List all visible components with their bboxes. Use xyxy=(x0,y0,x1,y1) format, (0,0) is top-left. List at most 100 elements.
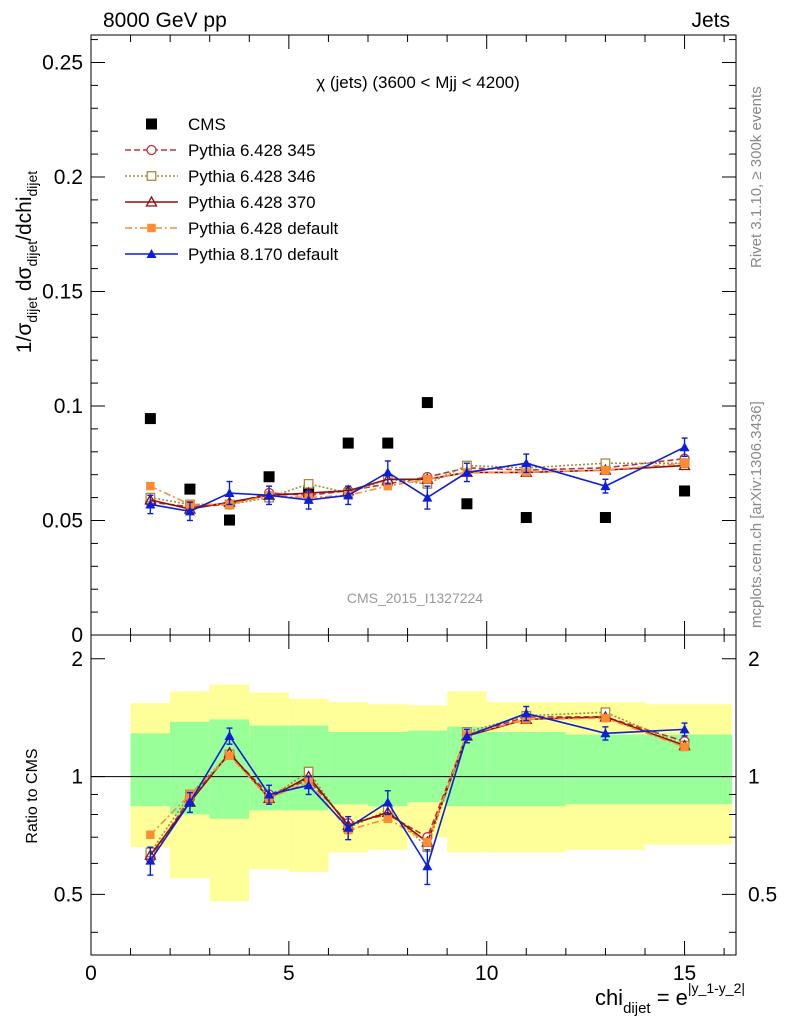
legend-entry: Pythia 6.428 346 xyxy=(125,167,316,186)
data-point-marker xyxy=(224,730,235,740)
data-point-marker xyxy=(680,458,689,468)
y-tick-label: 0.05 xyxy=(42,509,83,532)
data-point-marker xyxy=(147,223,156,233)
series-line xyxy=(149,712,685,869)
series-pythia-8-170-default xyxy=(145,437,690,522)
series-line xyxy=(149,717,685,844)
y-tick-label: 0.15 xyxy=(42,280,83,303)
data-point-marker xyxy=(146,249,157,258)
watermark: CMS_2015_I1327224 xyxy=(347,590,483,606)
data-point-marker xyxy=(383,481,393,491)
y-tick-label: 2 xyxy=(71,648,83,671)
data-point-marker xyxy=(184,797,195,807)
data-point-marker xyxy=(382,797,393,807)
data-point-marker xyxy=(601,465,610,475)
legend-entry: CMS xyxy=(146,115,226,134)
data-point-marker xyxy=(421,397,433,409)
legend-label: Pythia 6.428 default xyxy=(188,219,339,238)
data-point-marker xyxy=(382,437,394,449)
data-point-marker xyxy=(520,512,532,524)
x-tick-label: 15 xyxy=(673,962,696,985)
ratio-plot-frame: 0 5 10 15 0.5 0.5 1 1 2 2 xyxy=(54,634,777,985)
green-band-segment xyxy=(565,734,645,805)
data-point-marker xyxy=(423,475,432,484)
rivet-version-label: Rivet 3.1.10, ≥ 300k events xyxy=(748,86,765,268)
main-plot-title: χ (jets) (3600 < Mjj < 4200) xyxy=(316,73,520,92)
data-point-marker xyxy=(263,471,275,483)
y-tick-label: 0.1 xyxy=(54,395,83,418)
legend-entry: Pythia 6.428 345 xyxy=(125,141,316,160)
data-point-marker xyxy=(264,789,275,799)
ratio-uncertainty-bands xyxy=(130,684,733,902)
data-point-marker xyxy=(461,467,472,477)
x-tick-label: 5 xyxy=(283,962,295,985)
data-point-marker xyxy=(343,490,354,500)
main-plot-frame: 0 0.05 0.1 0.15 0.2 0.25 xyxy=(42,34,737,647)
data-point-marker xyxy=(679,724,690,734)
legend-entry: Pythia 8.170 default xyxy=(125,245,339,264)
series-line xyxy=(150,446,685,513)
data-point-marker xyxy=(225,751,234,761)
data-point-marker xyxy=(679,485,691,497)
data-point-marker xyxy=(146,171,157,181)
series-pythia-6-428-default xyxy=(146,458,689,509)
data-point-marker xyxy=(422,861,433,871)
ratio-y-axis-label: Ratio to CMS xyxy=(24,748,41,843)
data-point-marker xyxy=(145,195,158,207)
legend-label: Pythia 6.428 345 xyxy=(188,141,316,160)
green-band-segment xyxy=(130,733,171,807)
data-point-marker xyxy=(599,512,611,524)
x-tick-label: 0 xyxy=(85,962,97,985)
data-point-marker xyxy=(343,822,354,832)
mcplots-reference-label: mcplots.cern.ch [arXiv:1306.3436] xyxy=(748,401,765,628)
data-point-marker xyxy=(422,492,433,502)
y-tick-label-right: 0.5 xyxy=(748,883,777,906)
data-point-marker xyxy=(461,730,472,740)
legend-entry: Pythia 6.428 370 xyxy=(125,193,316,212)
data-point-marker xyxy=(521,458,532,468)
series-line xyxy=(150,462,685,506)
main-y-axis-label: 1/σdijet dσdijet/dchidijet xyxy=(13,171,40,353)
data-point-marker xyxy=(303,780,314,790)
data-point-marker xyxy=(146,144,157,156)
data-point-marker xyxy=(184,483,196,495)
data-point-marker xyxy=(600,481,611,491)
legend-label: Pythia 6.428 370 xyxy=(188,193,316,212)
legend: CMS Pythia 6.428 345 Pythia 6.428 346 Pythi… xyxy=(125,115,339,264)
data-point-marker xyxy=(461,498,473,510)
y-tick-label: 0.2 xyxy=(54,166,83,189)
data-point-marker xyxy=(342,437,354,449)
data-point-marker xyxy=(145,855,156,865)
data-point-marker xyxy=(146,830,155,840)
data-point-marker xyxy=(145,499,156,509)
data-point-marker xyxy=(224,488,235,498)
y-tick-label: 0.25 xyxy=(42,51,83,74)
x-tick-label: 10 xyxy=(475,962,498,985)
green-band-segment xyxy=(486,731,566,807)
y-tick-label: 1 xyxy=(71,766,83,789)
ratio-plot-series xyxy=(144,705,691,886)
y-tick-label-right: 2 xyxy=(748,648,760,671)
data-point-marker xyxy=(383,814,393,824)
green-band-segment xyxy=(328,731,368,805)
header-right-label: Jets xyxy=(691,9,730,32)
data-point-marker xyxy=(601,713,610,723)
data-point-marker xyxy=(184,506,195,516)
plot-frame xyxy=(90,634,737,956)
green-band-segment xyxy=(407,730,448,803)
legend-label: CMS xyxy=(188,115,226,134)
data-point-marker xyxy=(521,708,532,718)
data-point-marker xyxy=(144,413,156,425)
y-tick-label: 0 xyxy=(71,624,83,647)
legend-entry: Pythia 6.428 default xyxy=(125,219,339,238)
y-tick-label: 0.5 xyxy=(54,883,83,906)
data-point-marker xyxy=(679,442,690,452)
data-point-marker xyxy=(146,481,155,491)
x-axis-label: chidijet = e|y_1-y_2| xyxy=(595,980,745,1017)
data-point-marker xyxy=(146,118,157,130)
data-point-marker xyxy=(680,742,689,752)
data-point-marker xyxy=(600,728,611,738)
main-plot-series xyxy=(144,397,691,526)
data-point-marker xyxy=(423,837,432,847)
